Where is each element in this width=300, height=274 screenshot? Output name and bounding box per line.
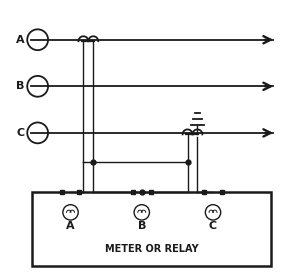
Bar xyxy=(32,192,271,266)
Text: B: B xyxy=(16,81,25,91)
Text: A: A xyxy=(16,35,25,45)
Text: A: A xyxy=(66,221,75,231)
Text: B: B xyxy=(138,221,146,231)
Text: METER OR RELAY: METER OR RELAY xyxy=(105,244,198,254)
Text: C: C xyxy=(209,221,217,231)
Text: C: C xyxy=(16,128,25,138)
